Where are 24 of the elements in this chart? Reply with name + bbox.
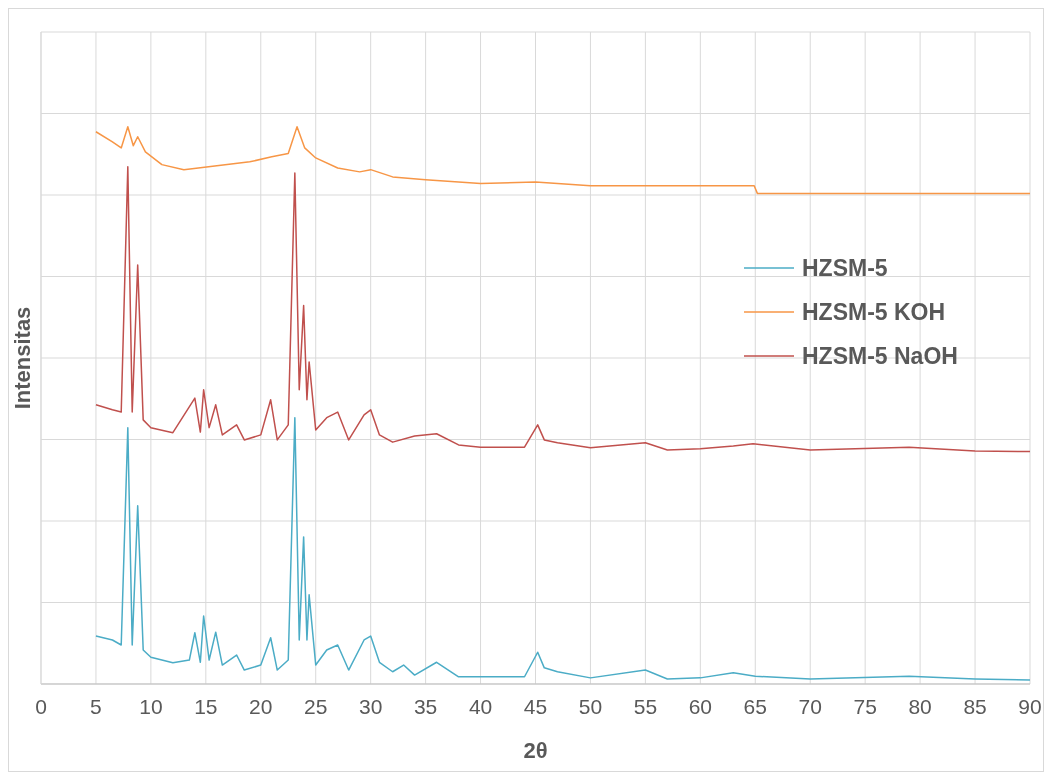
x-tick-label: 45 (523, 695, 548, 718)
y-axis-title: Intensitas (10, 306, 35, 410)
x-tick-label: 55 (633, 695, 658, 718)
x-tick-label: 85 (963, 695, 987, 718)
legend-label: HZSM-5 NaOH (802, 343, 958, 369)
x-tick-label: 75 (853, 695, 877, 718)
x-axis-title: 2θ (523, 738, 548, 763)
x-tick-label: 25 (304, 695, 328, 718)
x-tick-label: 90 (1018, 695, 1042, 718)
x-tick-label: 20 (249, 695, 273, 718)
x-tick-label: 65 (743, 695, 767, 718)
x-tick-label: 50 (578, 695, 603, 718)
x-tick-label: 80 (908, 695, 932, 718)
x-tick-label: 35 (413, 695, 438, 718)
legend-label: HZSM-5 KOH (802, 299, 946, 325)
x-tick-label: 40 (468, 695, 493, 718)
x-tick-label: 30 (358, 695, 383, 718)
x-tick-label: 10 (139, 695, 163, 718)
x-tick-label: 5 (90, 695, 102, 718)
legend-label: HZSM-5 (802, 255, 888, 281)
x-tick-label: 60 (688, 695, 713, 718)
x-tick-label: 0 (35, 695, 47, 718)
x-tick-label: 15 (194, 695, 218, 718)
x-tick-label: 70 (798, 695, 822, 718)
